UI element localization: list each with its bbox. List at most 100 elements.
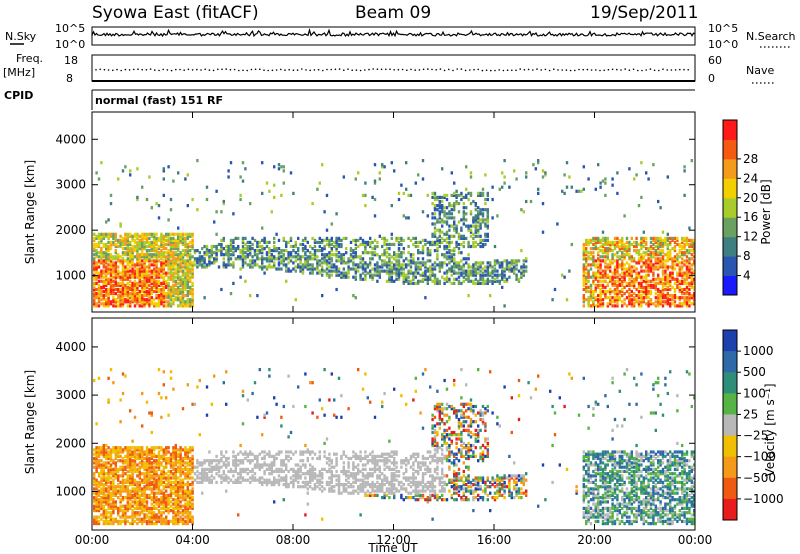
heat-cell <box>325 267 329 271</box>
heat-cell <box>400 183 403 187</box>
heat-cell <box>105 517 108 521</box>
heat-cell <box>628 242 631 247</box>
heat-cell <box>594 242 597 247</box>
nave-dot <box>95 69 97 71</box>
heat-cell <box>150 446 153 450</box>
heat-cell <box>659 294 662 298</box>
heat-cell <box>457 263 461 267</box>
heat-cell <box>376 279 379 283</box>
heat-cell <box>167 496 170 500</box>
nave-dot <box>658 69 660 72</box>
heat-cell <box>453 206 456 210</box>
heat-cell <box>263 240 266 244</box>
heat-cell <box>282 263 285 267</box>
heat-cell <box>630 302 633 306</box>
heat-cell <box>148 474 151 478</box>
heat-cell <box>285 263 288 267</box>
heat-cell <box>640 240 643 244</box>
heat-cell <box>100 480 103 484</box>
heat-cell <box>177 448 180 452</box>
heat-cell <box>664 240 667 244</box>
heat-cell <box>107 277 110 281</box>
nave-dot <box>385 68 387 71</box>
heat-cell <box>381 165 384 169</box>
heat-cell <box>688 249 691 253</box>
heat-cell <box>654 292 657 296</box>
heat-cell <box>585 285 588 289</box>
heat-cell <box>681 257 684 261</box>
heat-cell <box>309 255 312 259</box>
heat-cell <box>177 247 180 251</box>
nsky-panel-frame <box>91 26 696 46</box>
heat-cell <box>186 259 189 263</box>
heat-cell <box>381 253 384 257</box>
heat-cell <box>162 506 165 510</box>
heat-cell <box>277 261 281 265</box>
nave-dot <box>158 69 160 72</box>
heat-cell <box>474 234 477 238</box>
heat-cell <box>167 493 170 497</box>
heat-cell <box>153 283 156 287</box>
heat-cell <box>270 259 273 263</box>
heat-cell <box>645 281 648 285</box>
heat-cell <box>472 232 475 236</box>
heat-cell <box>177 226 180 230</box>
heat-cell <box>138 257 141 261</box>
heat-cell <box>330 238 333 242</box>
heat-cell <box>148 294 151 298</box>
heat-cell <box>148 476 151 480</box>
heat-cell <box>606 283 609 287</box>
heat-cell <box>385 247 389 251</box>
heat-cell <box>678 249 681 253</box>
heat-cell <box>165 242 168 247</box>
heat-cell <box>378 273 381 277</box>
heat-cell <box>594 247 597 251</box>
heat-cell <box>321 249 324 253</box>
heat-cell <box>141 454 144 458</box>
heat-cell <box>157 480 161 484</box>
heat-cell <box>625 240 629 244</box>
heat-cell <box>129 292 132 296</box>
heat-cell <box>347 271 350 275</box>
heat-cell <box>491 271 494 275</box>
nave-dot <box>355 69 358 71</box>
heat-cell <box>100 287 103 292</box>
heat-cell <box>97 304 101 308</box>
heat-cell <box>402 279 405 283</box>
heat-cell <box>426 279 429 283</box>
heat-cell <box>162 253 165 257</box>
heat-cell <box>438 202 441 206</box>
heat-cell <box>642 298 645 302</box>
heat-cell <box>100 236 103 240</box>
heat-cell <box>498 273 501 277</box>
heat-cell <box>640 244 643 249</box>
heat-cell <box>102 496 105 500</box>
heat-cell <box>119 300 122 304</box>
heat-cell <box>436 236 439 240</box>
heat-cell <box>150 296 153 300</box>
nave-dot <box>280 68 282 71</box>
nave-dot <box>359 69 362 72</box>
heat-cell <box>429 273 432 277</box>
heat-cell <box>419 265 422 269</box>
heat-cell <box>105 300 108 304</box>
heat-cell <box>148 496 151 500</box>
heat-cell <box>155 269 158 273</box>
heat-cell <box>191 289 194 294</box>
heat-cell <box>126 506 129 510</box>
heat-cell <box>126 294 129 298</box>
heat-cell <box>102 493 105 497</box>
heat-cell <box>186 271 189 275</box>
nave-dot <box>464 69 467 72</box>
heat-cell <box>625 267 629 271</box>
heat-cell <box>119 459 122 463</box>
heat-cell <box>633 257 636 261</box>
heat-cell <box>460 228 463 232</box>
heat-cell <box>117 304 120 308</box>
heat-cell <box>121 472 125 476</box>
heat-cell <box>186 173 189 177</box>
heat-cell <box>143 487 146 491</box>
heat-cell <box>328 242 331 247</box>
heat-cell <box>676 238 679 242</box>
